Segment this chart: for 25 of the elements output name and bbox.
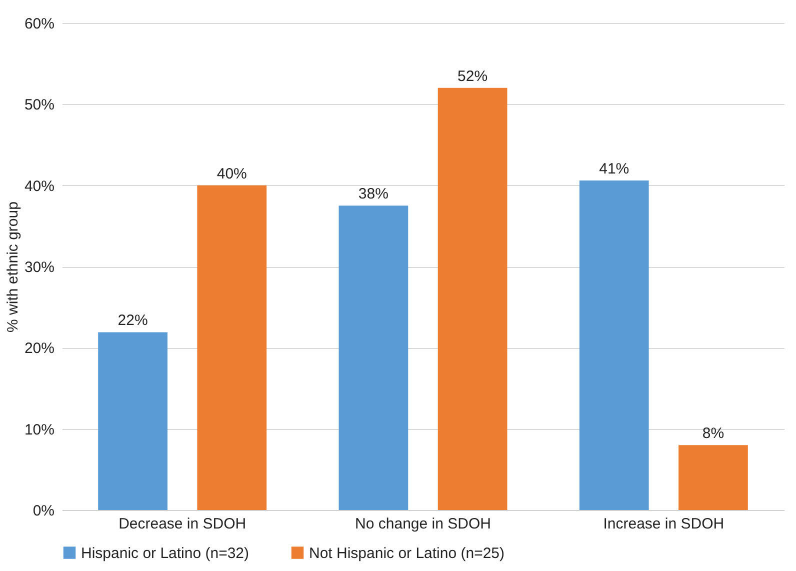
data-label: 22%: [118, 312, 148, 330]
bar: [197, 185, 267, 510]
y-tick-label: 60%: [24, 16, 54, 32]
bar: [678, 445, 748, 510]
y-tick-label: 10%: [24, 421, 54, 438]
data-label: 8%: [702, 425, 724, 442]
data-label: 40%: [216, 165, 247, 182]
x-tick-label: No change in SDOH: [355, 516, 491, 532]
data-label: 41%: [599, 160, 630, 178]
x-tick-label: Increase in SDOH: [603, 516, 724, 532]
y-tick-label: 20%: [24, 340, 54, 358]
data-label: 38%: [358, 186, 388, 203]
y-tick-label: 30%: [24, 259, 54, 276]
x-tick-label: Decrease in SDOH: [118, 516, 246, 532]
y-axis-title: % with ethnic group: [4, 202, 22, 332]
legend-label: Hispanic or Latino (n=32): [81, 544, 250, 562]
bar: [98, 332, 168, 510]
y-tick-label: 50%: [24, 96, 54, 114]
y-tick-label: 0%: [32, 502, 54, 520]
bar: [579, 180, 649, 510]
legend-label: Not Hispanic or Latino (n=25): [309, 544, 505, 562]
bar: [438, 88, 508, 510]
y-tick-label: 40%: [24, 178, 54, 195]
data-label: 52%: [458, 68, 488, 85]
bar: [338, 206, 408, 510]
